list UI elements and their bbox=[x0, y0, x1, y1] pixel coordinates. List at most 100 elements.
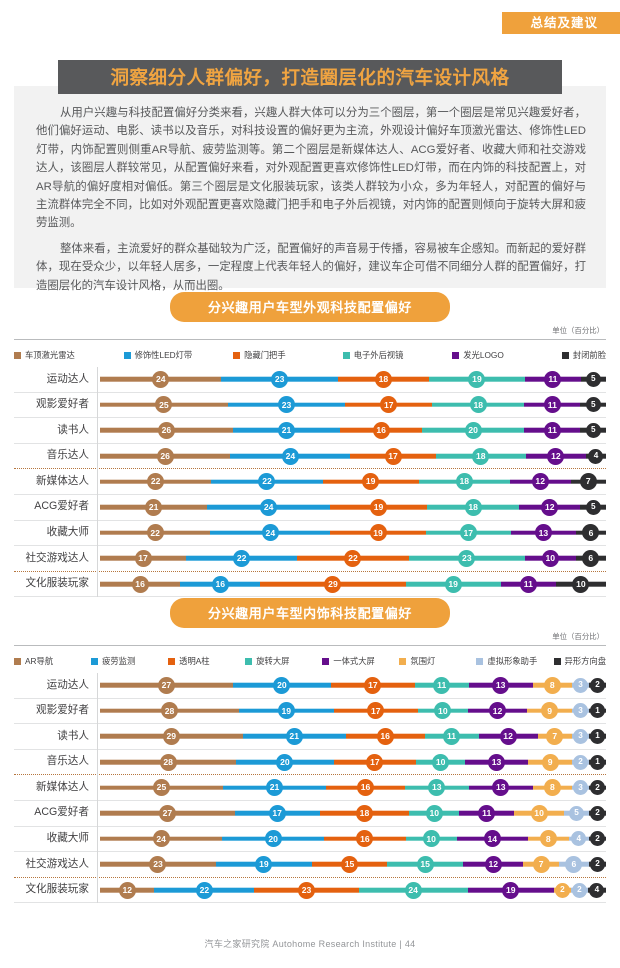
chart-bar-segment: 12 bbox=[519, 494, 581, 520]
chart-value-marker: 17 bbox=[268, 804, 286, 822]
chart-row-bars: 22 24 19 17 13 6 bbox=[98, 520, 606, 546]
chart-value-marker: 27 bbox=[157, 676, 175, 694]
legend-swatch-icon bbox=[168, 657, 176, 665]
chart-value-marker: 17 bbox=[364, 676, 382, 694]
chart-bar-segment: 19 bbox=[215, 852, 312, 878]
chart-row-label: 文化服装玩家 bbox=[14, 571, 98, 597]
chart-bar-segment: 28 bbox=[100, 698, 240, 724]
chart-value-marker: 11 bbox=[544, 370, 562, 388]
chart-unit-label: 单位（百分比） bbox=[552, 326, 604, 335]
chart-bar-segment: 18 bbox=[319, 800, 410, 826]
chart-bar-segment: 3 bbox=[572, 698, 590, 724]
chart-value-marker: 6 bbox=[565, 855, 583, 873]
chart-row: 文化服装玩家 12 22 23 24 19 2 2 4 bbox=[14, 877, 607, 904]
chart-value-marker: 12 bbox=[547, 447, 565, 465]
chart-row-label: 运动达人 bbox=[14, 672, 98, 699]
chart-bar-segment: 10 bbox=[409, 800, 460, 826]
chart-value-marker: 1 bbox=[589, 754, 605, 770]
chart-value-marker: 23 bbox=[278, 396, 296, 414]
chart-bar-segment: 21 bbox=[232, 418, 341, 444]
chart-bar-segment: 4 bbox=[587, 877, 607, 903]
chart-bar-segment: 24 bbox=[210, 520, 331, 546]
chart-value-marker: 10 bbox=[530, 804, 548, 822]
chart-row-label: 社交游戏达人 bbox=[14, 545, 98, 572]
chart-bar-segment: 2 bbox=[570, 877, 588, 903]
chart-bar-segment: 2 bbox=[589, 826, 606, 852]
chart-value-marker: 9 bbox=[541, 702, 559, 720]
chart-bar-segment: 19 bbox=[239, 698, 334, 724]
chart-bar-segment: 14 bbox=[456, 826, 528, 852]
chart-bar-segment: 17 bbox=[234, 800, 320, 826]
chart-value-marker: 10 bbox=[425, 804, 443, 822]
chart-row-label: 读书人 bbox=[14, 417, 98, 444]
chart-row: 社交游戏达人 23 19 15 15 12 7 6 2 bbox=[14, 851, 607, 878]
chart-value-marker: 12 bbox=[499, 727, 517, 745]
chart-row: 观影爱好者 25 23 17 18 11 5 bbox=[14, 392, 607, 419]
chart-value-marker: 11 bbox=[543, 396, 561, 414]
headline-banner: 洞察细分人群偏好，打造圈层化的汽车设计风格 bbox=[58, 60, 562, 94]
chart-bar-segment: 17 bbox=[333, 698, 418, 724]
legend-item: 异形方向盘 bbox=[553, 655, 606, 667]
chart-value-marker: 11 bbox=[519, 575, 537, 593]
legend-label: 封闭前脸 bbox=[572, 350, 607, 360]
paragraph: 整体来看，主流爱好的群众基础较为广泛，配置偏好的声音易于传播，容易被车企感知。而… bbox=[36, 242, 586, 292]
chart-value-marker: 2 bbox=[572, 754, 588, 770]
legend-item: 电子外后视镜 bbox=[342, 349, 453, 361]
chart-bar-segment: 3 bbox=[572, 724, 589, 750]
chart-value-marker: 15 bbox=[416, 855, 434, 873]
chart-bar-segment: 19 bbox=[322, 469, 419, 495]
chart-row: ACG爱好者 27 17 18 10 11 10 5 2 bbox=[14, 800, 606, 827]
legend-swatch-icon bbox=[233, 351, 241, 359]
chart-row: 音乐达人 28 20 17 10 13 9 2 1 bbox=[14, 749, 606, 776]
chart-value-marker: 3 bbox=[572, 677, 588, 693]
chart-bar-segment: 23 bbox=[221, 367, 338, 393]
chart-bar-segment: 24 bbox=[230, 443, 351, 469]
body-panel bbox=[14, 86, 606, 288]
chart-bar-segment: 9 bbox=[527, 698, 573, 724]
legend-item: 封闭前脸 bbox=[561, 349, 607, 361]
chart-bar-segment: 12 bbox=[100, 877, 155, 903]
chart-value-marker: 2 bbox=[590, 831, 605, 847]
legend-swatch-icon bbox=[561, 351, 569, 359]
chart-bar-segment: 2 bbox=[588, 800, 606, 826]
chart-value-marker: 25 bbox=[152, 779, 170, 797]
chart-bar-segment: 10 bbox=[514, 800, 565, 826]
chart-value-marker: 2 bbox=[590, 780, 606, 796]
chart-value-marker: 8 bbox=[539, 830, 557, 848]
chart-bar-segment: 22 bbox=[154, 877, 255, 903]
chart-bar-segment: 22 bbox=[211, 469, 323, 495]
chart-value-marker: 26 bbox=[156, 447, 174, 465]
chart-value-marker: 17 bbox=[134, 549, 152, 567]
chart-row-bars: 24 20 16 10 14 8 4 2 bbox=[98, 826, 606, 852]
chart-bar-segment: 1 bbox=[588, 749, 606, 775]
chart-bar-segment: 22 bbox=[186, 546, 298, 572]
chart-value-marker: 14 bbox=[483, 830, 501, 848]
chart-bar-segment: 29 bbox=[260, 571, 406, 597]
chart-bar-segment: 16 bbox=[324, 826, 406, 852]
chart-row-bars: 22 22 19 18 12 7 bbox=[98, 469, 606, 495]
chart-bar-segment: 27 bbox=[100, 673, 233, 699]
legend-item: AR导航 bbox=[14, 655, 91, 667]
chart-value-marker: 5 bbox=[585, 371, 601, 387]
chart-value-marker: 11 bbox=[543, 421, 561, 439]
chart-value-marker: 18 bbox=[374, 370, 392, 388]
chart-bar-segment: 25 bbox=[100, 392, 228, 418]
chart-value-marker: 26 bbox=[157, 421, 175, 439]
legend-label: 旋转大屏 bbox=[256, 656, 290, 666]
chart-value-marker: 7 bbox=[546, 727, 564, 745]
chart-bar-segment: 22 bbox=[297, 546, 409, 572]
chart-bar-segment: 27 bbox=[100, 800, 235, 826]
page-footer: 汽车之家研究院 Autohome Research Institute | 44 bbox=[204, 939, 416, 949]
chart-value-marker: 19 bbox=[277, 702, 295, 720]
chart-row: 新媒体达人 22 22 19 18 12 7 bbox=[14, 468, 606, 495]
chart-value-marker: 5 bbox=[585, 499, 601, 515]
chart-bar-segment: 2 bbox=[589, 852, 607, 878]
chart-bar-segment: 16 bbox=[326, 775, 405, 801]
chart-row-label: 新媒体达人 bbox=[14, 774, 98, 801]
chart-row-label: 新媒体达人 bbox=[14, 468, 98, 495]
chart-row-bars: 28 20 17 10 13 9 2 1 bbox=[98, 749, 606, 775]
chart-bar-segment: 2 bbox=[553, 877, 571, 903]
chart-bar-segment: 23 bbox=[100, 852, 216, 878]
chart-bar-segment: 6 bbox=[558, 852, 590, 878]
chart-value-marker: 17 bbox=[459, 524, 477, 542]
